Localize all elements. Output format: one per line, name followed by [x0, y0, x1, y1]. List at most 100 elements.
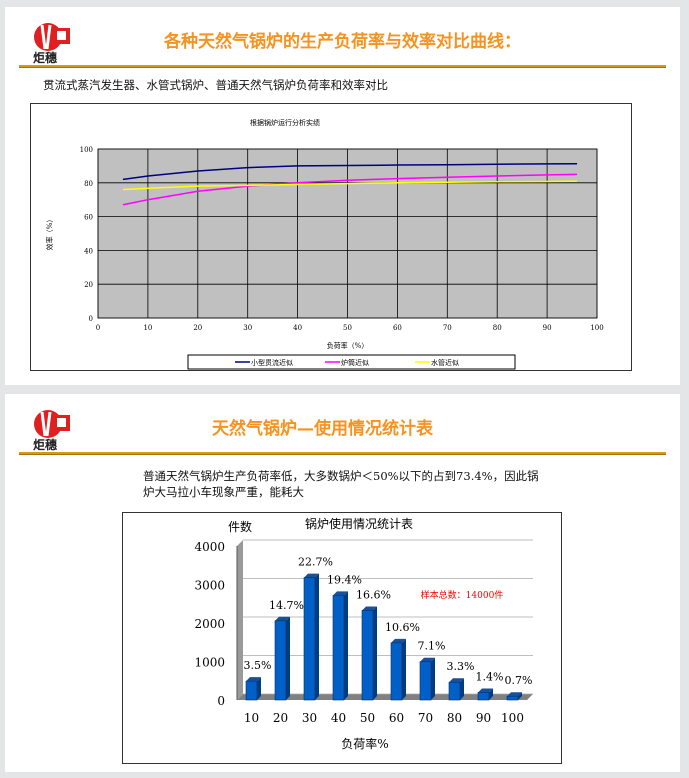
- y-tick-label: 60: [84, 214, 93, 222]
- bar: [361, 610, 374, 701]
- y-tick-label: 4000: [194, 540, 225, 554]
- efficiency-line-chart: 根据锅炉运行分析实绩 0 10 20 30 40 50 60 70 80 90 100 0 20 40 60 8…: [30, 103, 632, 371]
- legend-box: [187, 354, 516, 370]
- bar-data-label: 1.4%: [476, 670, 504, 683]
- bar: [303, 577, 316, 701]
- bar-top: [391, 638, 406, 643]
- x-tick-label: 100: [501, 711, 524, 725]
- bar-data-label: 7.1%: [418, 640, 446, 653]
- bar-top: [420, 657, 435, 662]
- slide-usage: 炬穗 天然气锅炉—使用情况统计表 普通天然气锅炉生产负荷率低，大多数锅炉＜50%…: [5, 394, 680, 772]
- title-divider: [19, 452, 666, 455]
- x-tick-label: 80: [447, 711, 462, 725]
- y-tick-label: 0: [217, 694, 225, 708]
- logo-text: 炬穗: [33, 438, 58, 452]
- bar-data-label: 16.6%: [356, 589, 391, 602]
- x-tick-label: 90: [543, 324, 552, 332]
- company-logo: [34, 23, 70, 51]
- x-tick-label: 40: [331, 711, 346, 725]
- bar: [506, 695, 519, 701]
- chart-title: 锅炉使用情况统计表: [305, 516, 413, 531]
- y-tick-label: 40: [84, 247, 93, 255]
- bar-top: [304, 573, 319, 578]
- series-line-1: [122, 162, 578, 181]
- logo-text: 炬穗: [33, 51, 58, 65]
- bar: [390, 642, 403, 701]
- y-tick-label: 20: [84, 281, 93, 289]
- description-line-2: 炉大马拉小车现象严重，能耗大: [143, 485, 304, 499]
- slide-title: 天然气锅炉—使用情况统计表: [212, 419, 433, 439]
- x-tick-label: 90: [476, 711, 491, 725]
- bar-top: [275, 616, 290, 621]
- bar-top: [478, 688, 493, 693]
- x-tick-label: 60: [389, 711, 404, 725]
- slide-efficiency: 炬穗 各种天然气锅炉的生产负荷率与效率对比曲线： 贯流式蒸汽发生器、水管式锅炉、…: [5, 7, 680, 385]
- bar-data-label: 22.7%: [298, 556, 333, 569]
- bar-side: [518, 692, 522, 700]
- bar-top: [362, 606, 377, 611]
- x-tick-label: 30: [243, 324, 252, 332]
- x-tick-label: 40: [293, 324, 302, 332]
- x-tick-label: 50: [360, 711, 375, 725]
- x-axis-label: 负荷率%: [341, 736, 388, 751]
- x-tick-label: 70: [443, 324, 452, 332]
- x-tick-label: 30: [302, 711, 317, 725]
- legend-label: 小型贯流近似: [251, 358, 293, 367]
- x-tick-label: 0: [96, 324, 100, 332]
- company-logo: [34, 410, 70, 438]
- y-axis-label: 效率（%）: [45, 216, 54, 251]
- series-line-2: [122, 173, 578, 206]
- bar-data-label: 3.3%: [447, 660, 475, 673]
- bar-side: [257, 677, 261, 700]
- bar-side: [402, 638, 406, 700]
- bar: [274, 620, 287, 701]
- title-divider: [19, 65, 666, 68]
- x-tick-label: 80: [493, 324, 502, 332]
- bar-data-label: 3.5%: [244, 659, 272, 672]
- bar-data-label: 19.4%: [327, 573, 362, 586]
- x-tick-label: 20: [193, 324, 202, 332]
- bar-top: [246, 677, 261, 682]
- bar: [477, 692, 490, 701]
- legend-label: 水管近似: [431, 358, 459, 367]
- bar-side: [460, 678, 464, 700]
- bar-data-label: 14.7%: [269, 599, 304, 612]
- x-tick-label: 20: [273, 711, 288, 725]
- y-axis-label: 件数: [228, 519, 252, 534]
- bar-side: [344, 591, 348, 700]
- y-tick-label: 100: [80, 146, 93, 154]
- slide-title: 各种天然气锅炉的生产负荷率与效率对比曲线：: [164, 32, 521, 52]
- bar-side: [315, 573, 319, 700]
- x-tick-label: 10: [143, 324, 152, 332]
- bar-data-label: 0.7%: [505, 674, 533, 687]
- x-tick-label: 100: [590, 324, 603, 332]
- chart-title: 根据锅炉运行分析实绩: [250, 118, 320, 127]
- sample-total-annotation: 样本总数：14000件: [421, 589, 504, 601]
- bar: [245, 680, 258, 701]
- slide-subtitle: 贯流式蒸汽发生器、水管式锅炉、普通天然气锅炉负荷率和效率对比: [43, 78, 388, 92]
- x-tick-label: 10: [244, 711, 259, 725]
- bar-side: [489, 688, 493, 700]
- back-wall: [237, 540, 243, 700]
- x-tick-label: 60: [393, 324, 402, 332]
- x-axis-label: 负荷率（%）: [327, 341, 369, 350]
- y-tick-label: 80: [84, 180, 93, 188]
- legend-label: 炉筒近似: [341, 358, 369, 367]
- bar-top: [333, 591, 348, 596]
- bar-side: [286, 616, 290, 700]
- bar-side: [373, 606, 377, 700]
- bar-top: [507, 692, 522, 697]
- bar-data-label: 10.6%: [385, 621, 420, 634]
- y-tick-label: 1000: [194, 656, 225, 670]
- y-tick-label: 2000: [194, 617, 225, 631]
- usage-bar-chart: 锅炉使用情况统计表 件数 0 1000 2000 3000 4000 3.5% 10 14.7% 2…: [122, 512, 562, 764]
- y-tick-label: 0: [89, 315, 93, 323]
- series-line-3: [122, 180, 578, 191]
- bar-side: [431, 657, 435, 700]
- x-tick-label: 50: [343, 324, 352, 332]
- bar: [448, 681, 461, 701]
- description-line-1: 普通天然气锅炉生产负荷率低，大多数锅炉＜50%以下的占到73.4%，因此锅: [143, 469, 539, 483]
- bar-top: [449, 678, 464, 683]
- x-tick-label: 70: [418, 711, 433, 725]
- bar: [332, 595, 345, 701]
